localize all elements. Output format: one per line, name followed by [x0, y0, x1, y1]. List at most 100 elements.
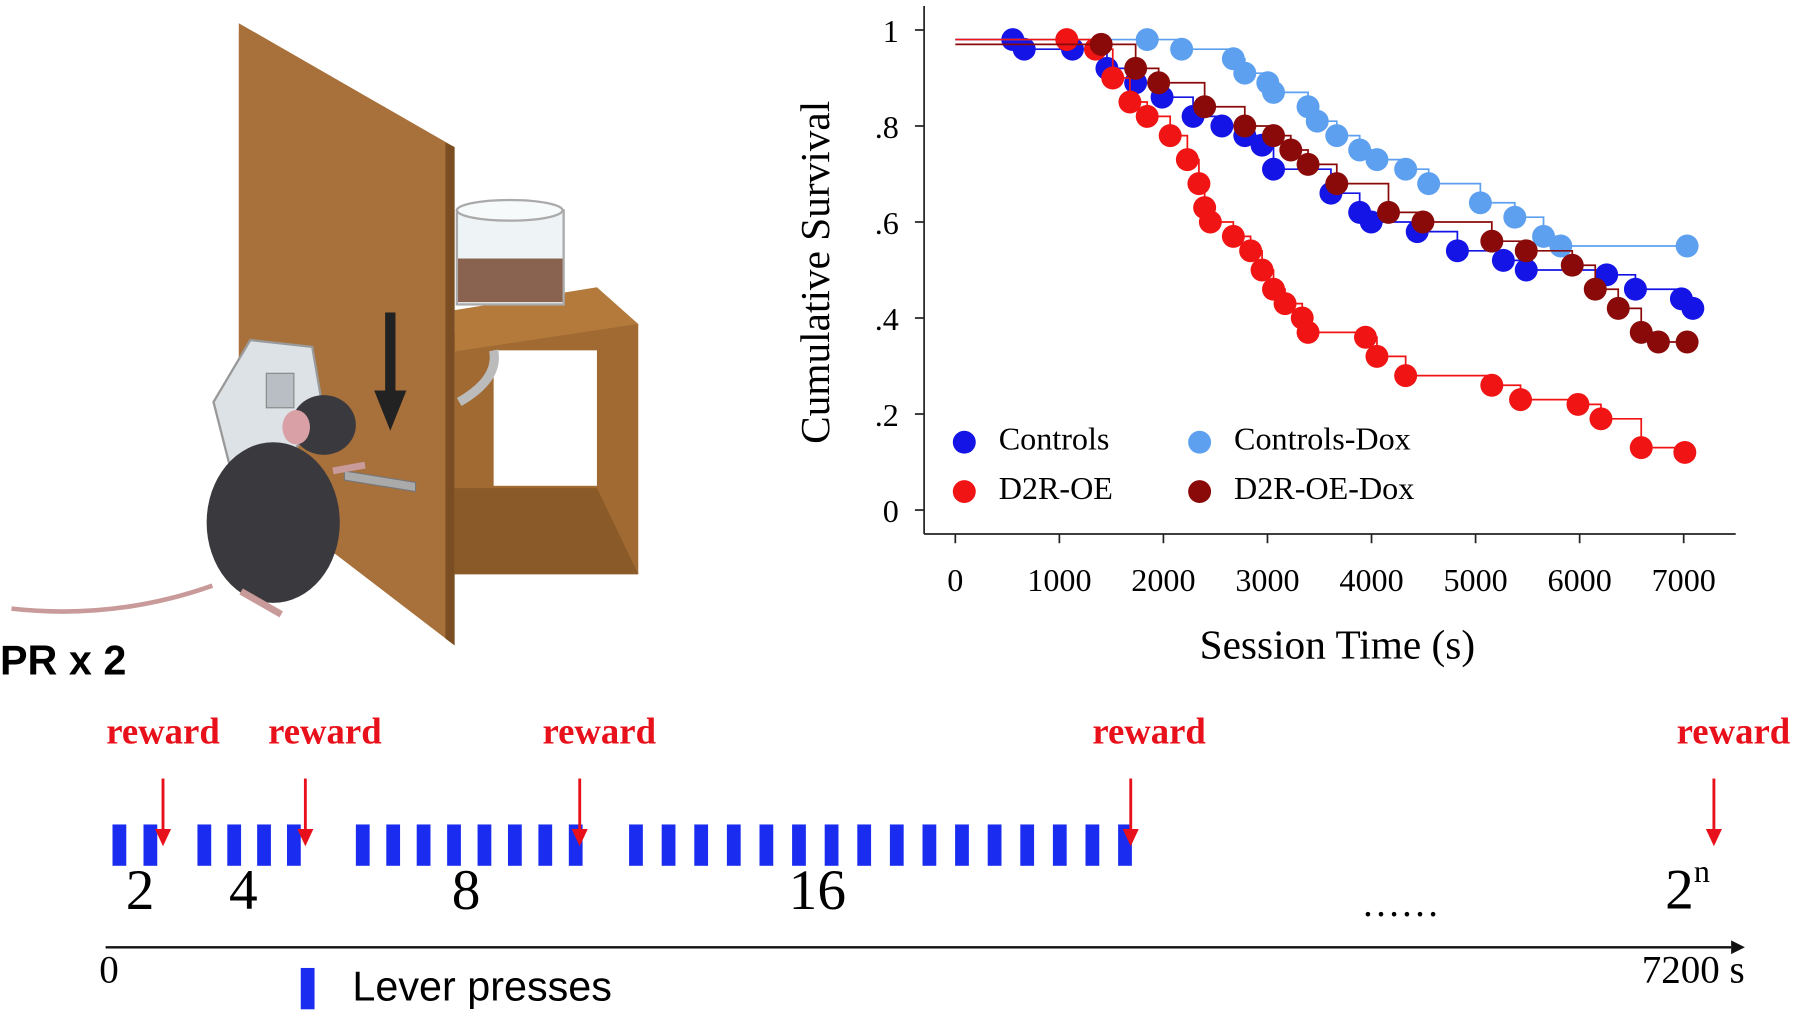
port-hole	[265, 372, 295, 409]
mouse-head	[291, 395, 356, 455]
survival-point	[1417, 172, 1441, 196]
survival-chart: Cumulative Survival Session Time (s) 0 10…	[792, 5, 1736, 668]
lever-press	[447, 824, 461, 866]
lever-press	[416, 824, 431, 866]
legend-label: D2R-OE-Dox	[1234, 470, 1414, 506]
survival-point	[1233, 61, 1257, 85]
survival-point	[1187, 172, 1211, 196]
survival-point	[1198, 210, 1222, 234]
survival-point	[1055, 28, 1079, 52]
survival-point	[1491, 248, 1515, 272]
legend-marker	[1188, 480, 1212, 504]
survival-point	[1681, 296, 1705, 320]
lever-press	[759, 824, 774, 866]
board-edge	[445, 142, 455, 646]
lever-press	[112, 824, 127, 866]
ellipsis: ……	[1361, 882, 1439, 925]
lever-press	[955, 824, 969, 866]
reward-arrow-head	[1122, 829, 1139, 847]
legend-swatch	[300, 967, 315, 1010]
lever-press	[1020, 824, 1035, 866]
lever-press	[694, 824, 709, 866]
survival-point	[1377, 200, 1400, 224]
survival-point	[1101, 66, 1125, 90]
survival-point	[1646, 330, 1670, 354]
legend-marker	[952, 430, 976, 454]
survival-point	[1480, 229, 1504, 253]
survival-point	[1147, 71, 1171, 95]
legend-marker	[1188, 430, 1212, 454]
survival-point	[1262, 80, 1285, 104]
survival-point	[1296, 152, 1320, 176]
survival-point	[1305, 109, 1329, 133]
survival-point	[1124, 56, 1148, 80]
survival-line	[955, 43, 1688, 343]
group-label: 4	[229, 859, 258, 922]
lever-press	[824, 824, 839, 866]
x-tick-label: 2000	[1131, 562, 1195, 598]
reward-label: reward	[268, 710, 382, 751]
lever-press	[857, 824, 872, 866]
lever-press	[726, 824, 741, 866]
lever-press	[477, 824, 492, 866]
arrow-head	[374, 390, 407, 431]
survival-point	[1273, 292, 1297, 316]
survival-point	[1325, 172, 1349, 196]
reward-label: reward	[106, 710, 220, 751]
survival-point	[1503, 205, 1527, 229]
group-label: 2	[126, 859, 155, 922]
survival-point	[1560, 253, 1584, 277]
survival-point	[1170, 37, 1194, 61]
time-end: 7200 s	[1642, 949, 1745, 992]
survival-point	[1279, 138, 1303, 162]
lever-press	[355, 824, 370, 866]
x-tick-label: 4000	[1339, 562, 1403, 598]
survival-point	[1514, 239, 1538, 263]
lever-press	[1052, 824, 1067, 866]
lever-press	[987, 824, 1002, 866]
shelf-opening	[493, 350, 597, 486]
x-axis-label: Session Time (s)	[1200, 621, 1476, 668]
exponent-base: 2	[1665, 859, 1694, 922]
y-tick-label: 1	[883, 13, 899, 49]
mouse-body	[206, 442, 340, 603]
cup-rim	[455, 198, 564, 222]
survival-point	[1262, 124, 1285, 148]
reward-label: reward	[1092, 710, 1206, 751]
mouse-ear	[282, 410, 310, 445]
exponent: n	[1694, 853, 1710, 889]
mouse-paws	[239, 461, 366, 618]
survival-point	[1262, 157, 1285, 181]
survival-point	[1445, 239, 1469, 263]
group-label: 8	[452, 859, 481, 922]
survival-point	[1509, 388, 1533, 412]
survival-point	[1589, 407, 1613, 431]
lever-press	[661, 824, 676, 866]
survival-point	[1296, 320, 1320, 344]
group-label: 2n	[1665, 853, 1710, 921]
y-tick-label: 0	[883, 493, 899, 529]
lever-press	[629, 824, 643, 866]
survival-point	[1606, 296, 1630, 320]
food	[458, 258, 563, 303]
lever-press	[143, 824, 158, 866]
survival-point	[1012, 37, 1036, 61]
lever	[343, 470, 417, 493]
y-tick-label: .2	[875, 397, 899, 433]
reward-label: reward	[542, 710, 656, 751]
mouse-tail	[11, 583, 214, 614]
lever-press	[257, 824, 271, 866]
legend-label: Lever presses	[352, 964, 611, 1010]
survival-point	[1623, 277, 1647, 301]
lever-press	[227, 824, 242, 866]
survival-point	[1348, 138, 1372, 162]
shelf-bottom	[454, 488, 639, 575]
survival-point	[1233, 114, 1257, 138]
legend-marker	[952, 480, 976, 504]
survival-point	[1365, 344, 1389, 368]
survival-point	[1135, 28, 1159, 52]
lever-press	[507, 824, 522, 866]
survival-point	[1629, 320, 1653, 344]
